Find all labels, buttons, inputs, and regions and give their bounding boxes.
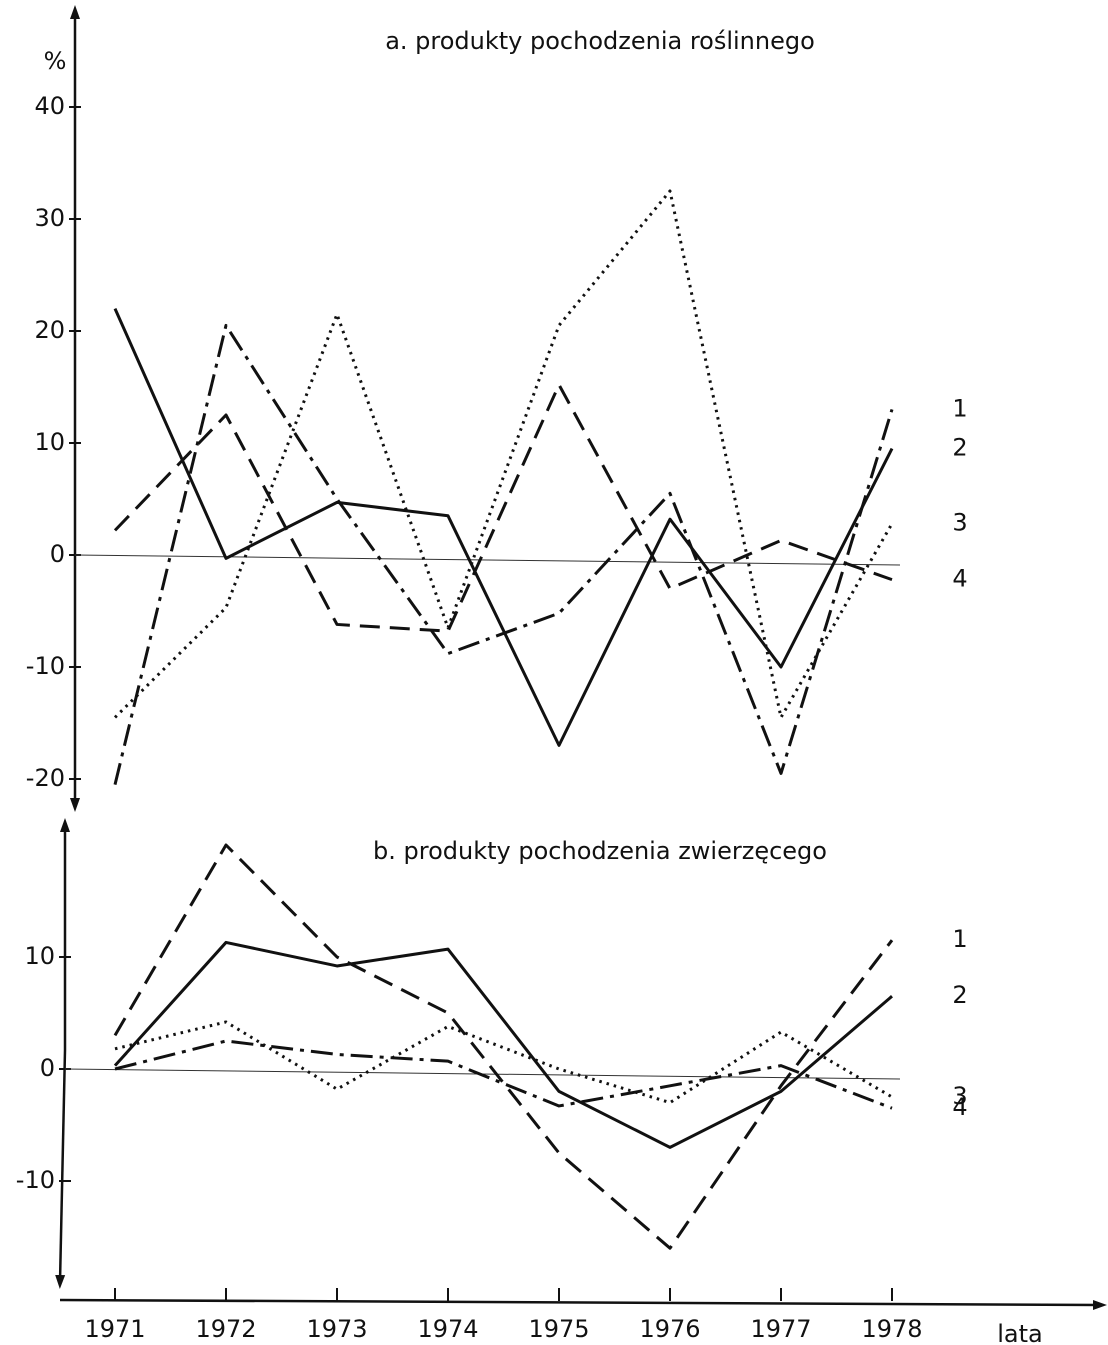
y-tick-label: 10 [24,942,55,970]
series-label: 4 [952,565,967,593]
x-tick-label: 1974 [417,1315,478,1343]
series-label: 2 [952,981,967,1009]
x-tick-label: 1973 [306,1315,367,1343]
series-line [113,843,894,1250]
series-label: 1 [952,394,967,422]
y-tick-label: -10 [26,652,65,680]
series-line [113,189,894,719]
zero-line [74,554,901,566]
x-axis [59,1298,1107,1310]
y-label: % [44,47,67,75]
y-tick-label: -20 [26,764,65,792]
series-label: 3 [952,509,967,537]
y-tick-label: -10 [16,1166,55,1194]
x-tick-label: 1971 [84,1315,145,1343]
x-tick-label: 1972 [195,1315,256,1343]
series-line [114,1020,893,1105]
y-tick-label: 30 [34,204,65,232]
y-tick-label: 0 [50,540,65,568]
series-line [113,383,893,633]
x-tick-label: 1978 [861,1315,922,1343]
y-tick-label: 20 [34,316,65,344]
y-axis-bottom [55,1049,67,1289]
x-label: lata [997,1320,1043,1345]
series-label: 3 [952,1082,967,1110]
y-tick-label: 40 [34,92,65,120]
series-label: 4 [952,1093,967,1121]
y-tick-label: 0 [40,1054,55,1082]
series-line [113,307,894,747]
series-line [114,1039,893,1110]
series-label: 2 [952,434,967,462]
x-tick-label: 1976 [639,1315,700,1343]
x-tick-label: 1977 [750,1315,811,1343]
y-tick-label: 10 [34,428,65,456]
series-label: 1 [952,925,967,953]
chart-title: a. produkty pochodzenia roślinnego [385,27,815,55]
series-line [113,940,893,1149]
x-tick-label: 1975 [528,1315,589,1343]
chart-title: b. produkty pochodzenia zwierzęcego [373,837,827,865]
